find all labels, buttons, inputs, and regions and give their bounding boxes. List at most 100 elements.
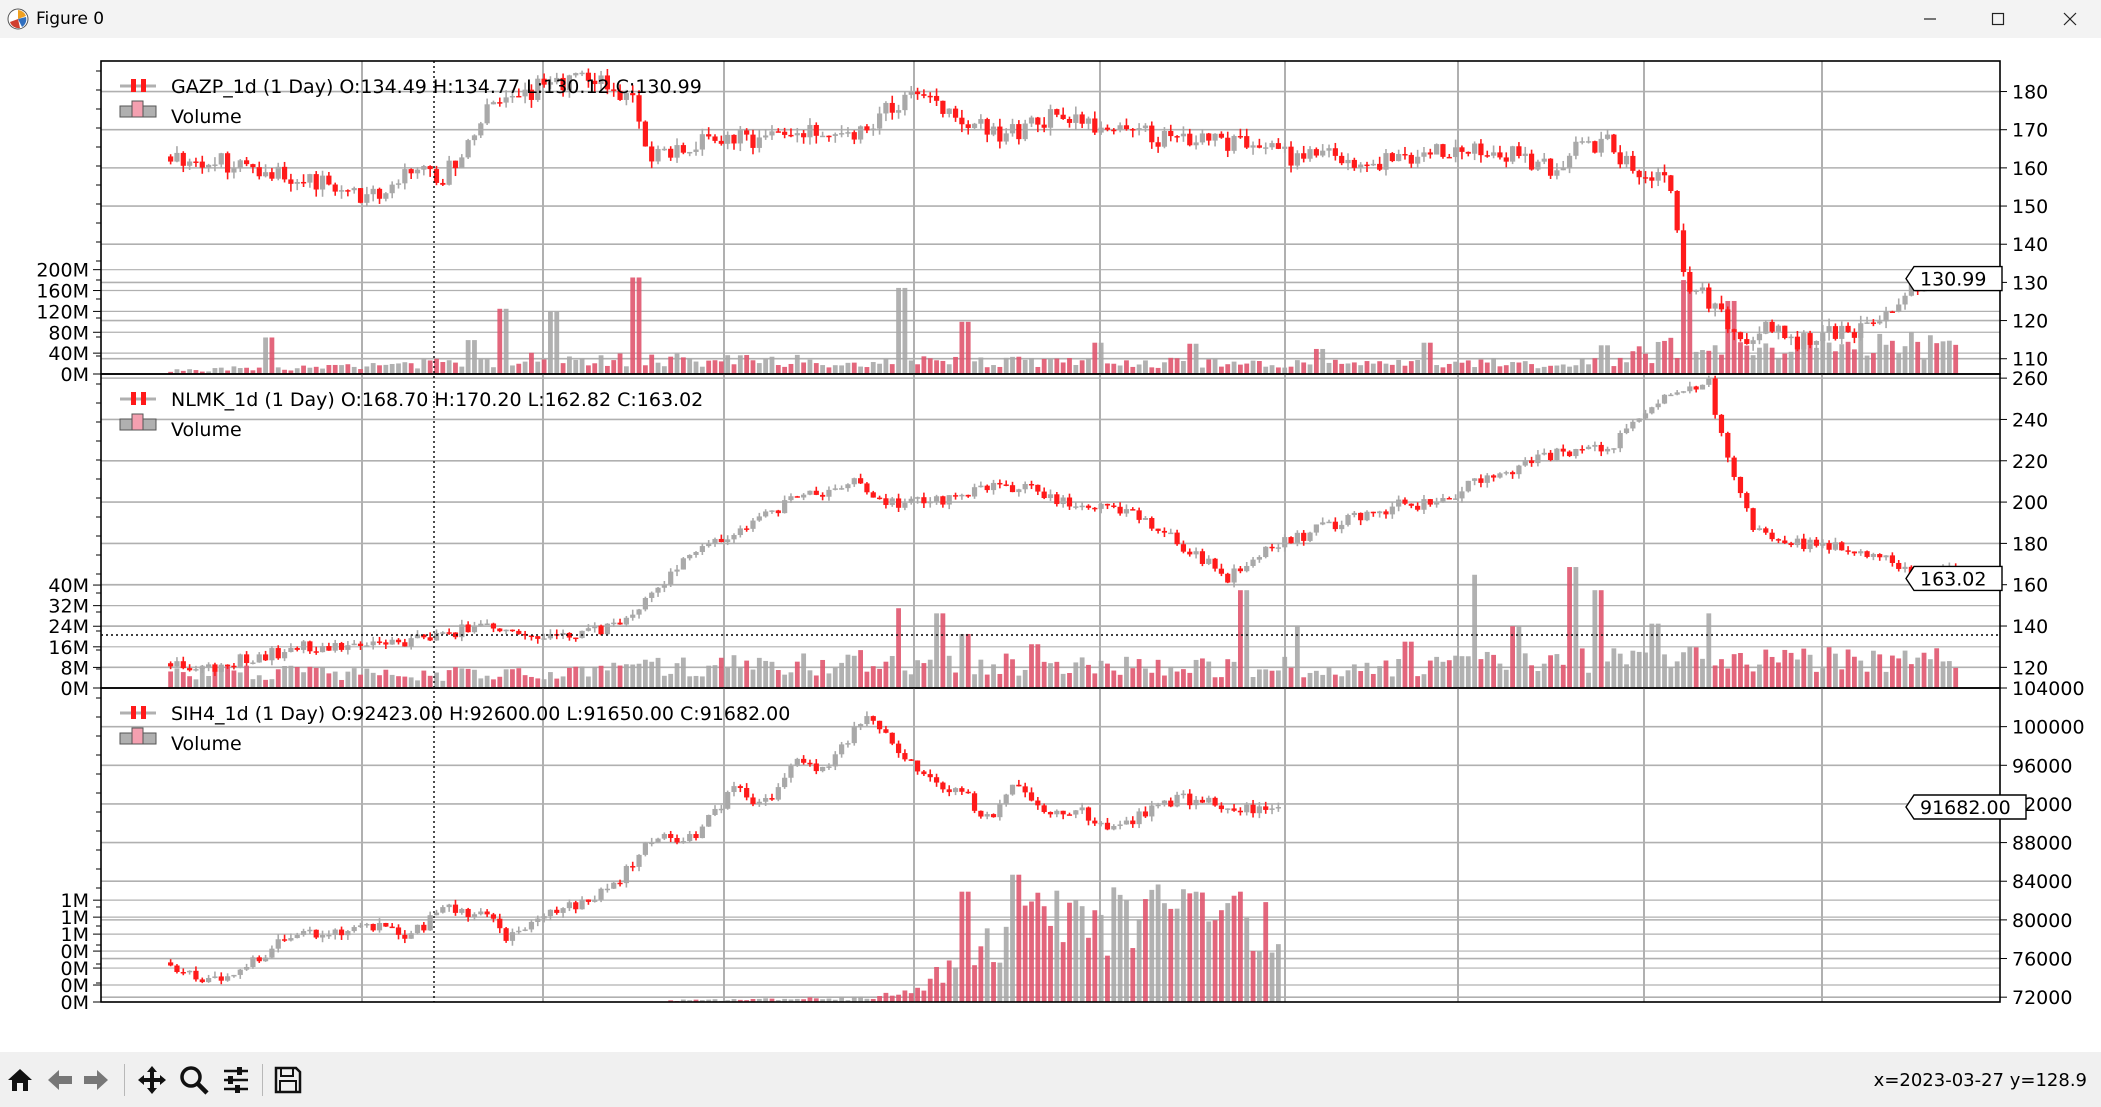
volume-bar	[408, 677, 414, 688]
candle-body	[1225, 573, 1231, 583]
volume-bar	[1655, 623, 1661, 688]
candle-body	[1288, 537, 1294, 544]
candle-body	[1560, 448, 1566, 452]
candle-body	[1073, 114, 1079, 123]
candle-body	[319, 934, 326, 938]
candle-body	[1288, 146, 1294, 166]
close-button[interactable]	[2040, 0, 2100, 38]
volume-bar	[434, 358, 439, 374]
volume-bar	[1377, 666, 1383, 688]
volume-bar	[1396, 359, 1402, 374]
volume-bar	[1541, 663, 1547, 688]
axes-frame	[100, 687, 2001, 1003]
volume-bar	[655, 657, 661, 688]
volume-bar	[1048, 359, 1053, 374]
volume-bar	[237, 672, 243, 688]
candle-body	[718, 538, 724, 543]
volume-bar	[313, 667, 319, 688]
configure-subplots-button[interactable]	[218, 1062, 254, 1098]
candle-body	[1674, 190, 1680, 231]
volume-bar	[535, 678, 541, 688]
candle-body	[1155, 528, 1161, 531]
volume-bar	[1219, 677, 1224, 688]
candle-body	[1522, 460, 1528, 466]
candle-body	[782, 131, 788, 135]
candle-body	[1592, 141, 1598, 153]
home-icon	[8, 1069, 32, 1091]
candle-body	[769, 131, 775, 136]
candle-body	[623, 617, 629, 625]
candle-body	[351, 188, 357, 191]
volume-bar	[1086, 358, 1091, 374]
candle-body	[1446, 498, 1452, 500]
volume-bar	[1820, 668, 1826, 688]
candle-body	[535, 918, 541, 922]
volume-bar	[1883, 344, 1889, 374]
candle-body	[319, 646, 326, 653]
volume-bar	[1554, 654, 1560, 688]
volume-bar	[1307, 672, 1313, 688]
volume-tick-label: 1M	[61, 890, 89, 912]
candle-body	[1845, 325, 1851, 333]
volume-bar	[896, 287, 901, 374]
candle-body	[300, 931, 307, 936]
candle-body	[357, 643, 364, 646]
subplot-3[interactable]: 1M1M1M0M0M0M0M10400010000096000920008800…	[61, 678, 2085, 1014]
volume-bar	[1067, 358, 1072, 374]
volume-bar	[1275, 944, 1281, 1002]
candle-body	[1744, 493, 1750, 509]
candle-body	[256, 957, 262, 962]
candle-body	[174, 965, 180, 973]
forward-button[interactable]	[78, 1062, 114, 1098]
volume-bar	[661, 675, 667, 688]
candle-body	[611, 882, 617, 889]
candle-body	[1054, 810, 1060, 815]
volume-bar	[206, 676, 212, 688]
volume-bar	[244, 367, 249, 374]
candle-body	[256, 167, 262, 177]
volume-bar	[978, 946, 984, 1002]
volume-bar	[1877, 333, 1883, 374]
maximize-button[interactable]	[1968, 0, 2028, 38]
candle-body	[649, 842, 655, 845]
candle-body	[1123, 509, 1130, 514]
volume-bar	[870, 362, 876, 374]
volume-bar	[1940, 661, 1946, 688]
minimize-button[interactable]	[1900, 0, 1960, 38]
home-button[interactable]	[2, 1062, 38, 1098]
candle-body	[554, 77, 560, 83]
zoom-button[interactable]	[176, 1062, 212, 1098]
volume-bar	[364, 366, 370, 374]
volume-bar	[1858, 335, 1864, 374]
candle-body	[1421, 499, 1427, 510]
volume-bar	[1111, 887, 1117, 1002]
candle-body	[566, 75, 573, 91]
volume-bar	[1162, 903, 1167, 1002]
candle-body	[1440, 498, 1446, 502]
candle-body	[712, 136, 718, 141]
candle-body	[699, 546, 705, 552]
volume-bar	[940, 360, 946, 374]
back-button[interactable]	[42, 1062, 78, 1098]
candle-body	[1826, 543, 1832, 550]
volume-bar	[794, 998, 800, 1002]
volume-bar	[168, 371, 174, 374]
volume-bar	[788, 999, 794, 1002]
candle-body	[1630, 421, 1636, 429]
volume-bar	[801, 653, 807, 688]
candle-body	[1636, 170, 1642, 178]
volume-bar	[623, 366, 629, 374]
candle-body	[971, 487, 978, 497]
candle-body	[471, 625, 478, 633]
candle-body	[1769, 321, 1775, 332]
chart-figure[interactable]: 200M160M120M80M40M0M18017016015014013012…	[0, 38, 2101, 1052]
pan-button[interactable]	[134, 1062, 170, 1098]
volume-bar	[1206, 359, 1212, 374]
volume-bar	[1117, 674, 1123, 688]
candles	[168, 375, 1959, 677]
price-tick-label: 76000	[2012, 949, 2072, 971]
save-button[interactable]	[270, 1062, 306, 1098]
candle-body	[1003, 133, 1009, 142]
